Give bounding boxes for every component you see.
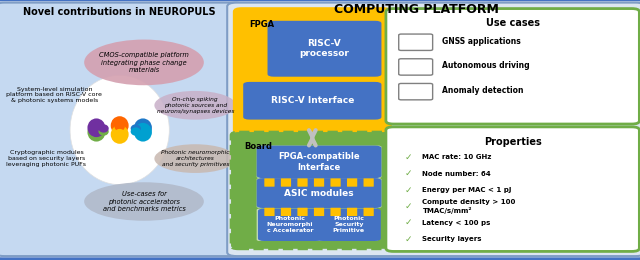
Ellipse shape <box>115 129 125 137</box>
Ellipse shape <box>88 123 106 142</box>
Ellipse shape <box>111 125 129 144</box>
FancyBboxPatch shape <box>347 178 357 187</box>
Text: Anomaly detection: Anomaly detection <box>442 86 523 95</box>
Text: COMPUTING PLATFORM: COMPUTING PLATFORM <box>333 3 499 16</box>
Ellipse shape <box>84 40 204 85</box>
FancyBboxPatch shape <box>264 178 275 187</box>
FancyBboxPatch shape <box>330 208 340 216</box>
Text: ✓: ✓ <box>405 218 413 227</box>
Text: Board: Board <box>244 142 272 151</box>
FancyBboxPatch shape <box>234 9 390 133</box>
Text: Photonic
Security
Primitive: Photonic Security Primitive <box>333 217 365 233</box>
Ellipse shape <box>70 75 169 185</box>
FancyBboxPatch shape <box>257 178 381 208</box>
Text: Novel contributions in NEUROPULS: Novel contributions in NEUROPULS <box>24 7 216 17</box>
FancyBboxPatch shape <box>386 127 639 251</box>
FancyBboxPatch shape <box>264 208 275 216</box>
Ellipse shape <box>99 124 109 133</box>
FancyBboxPatch shape <box>281 208 291 216</box>
Ellipse shape <box>154 144 236 173</box>
Ellipse shape <box>134 118 152 137</box>
FancyBboxPatch shape <box>258 209 322 241</box>
FancyBboxPatch shape <box>281 178 291 187</box>
FancyBboxPatch shape <box>314 178 324 187</box>
FancyBboxPatch shape <box>257 146 381 178</box>
Ellipse shape <box>134 123 152 142</box>
FancyBboxPatch shape <box>399 59 433 75</box>
FancyBboxPatch shape <box>364 208 374 216</box>
Text: RISC-V Interface: RISC-V Interface <box>271 96 354 105</box>
Text: ✓: ✓ <box>405 169 413 178</box>
Text: Properties: Properties <box>484 137 541 147</box>
FancyBboxPatch shape <box>330 178 340 187</box>
Text: Photonic
Neuromorphi
c Accelerator: Photonic Neuromorphi c Accelerator <box>267 217 313 233</box>
Text: Photonic neuromorphic
architectures
and security primitives: Photonic neuromorphic architectures and … <box>161 150 230 167</box>
Text: On-chip spiking
photonic sources and
neurons/synapses devices: On-chip spiking photonic sources and neu… <box>157 97 234 114</box>
Text: ✓: ✓ <box>405 202 413 211</box>
Ellipse shape <box>88 118 106 137</box>
FancyBboxPatch shape <box>268 21 381 77</box>
Ellipse shape <box>84 182 204 221</box>
Text: Compute density > 100
TMAC/s/mm²: Compute density > 100 TMAC/s/mm² <box>422 199 516 213</box>
FancyBboxPatch shape <box>314 208 324 216</box>
Text: Latency < 100 ps: Latency < 100 ps <box>422 220 491 226</box>
FancyBboxPatch shape <box>298 208 308 216</box>
Ellipse shape <box>111 116 129 135</box>
FancyBboxPatch shape <box>386 9 639 124</box>
FancyBboxPatch shape <box>364 178 374 187</box>
Text: ASIC modules: ASIC modules <box>284 188 354 198</box>
Text: Energy per MAC < 1 pJ: Energy per MAC < 1 pJ <box>422 187 512 193</box>
FancyBboxPatch shape <box>257 209 378 241</box>
Text: FPGA: FPGA <box>250 20 275 29</box>
Text: ✓: ✓ <box>405 186 413 194</box>
Ellipse shape <box>115 123 125 131</box>
FancyBboxPatch shape <box>257 146 381 178</box>
Text: ✓: ✓ <box>405 235 413 244</box>
Text: Use cases: Use cases <box>486 18 540 28</box>
FancyBboxPatch shape <box>231 132 394 249</box>
FancyBboxPatch shape <box>298 178 308 187</box>
Text: Security layers: Security layers <box>422 236 482 242</box>
Text: ✓: ✓ <box>405 153 413 162</box>
FancyBboxPatch shape <box>399 83 433 100</box>
FancyBboxPatch shape <box>257 178 381 208</box>
FancyBboxPatch shape <box>317 209 381 241</box>
Text: Cryptographic modules
based on security layers
leveraging photonic PUFs: Cryptographic modules based on security … <box>6 150 86 167</box>
Ellipse shape <box>131 124 141 133</box>
Text: Autonomous driving: Autonomous driving <box>442 61 529 70</box>
Ellipse shape <box>99 127 109 136</box>
Text: CMOS-compatible platform
integrating phase change
materials: CMOS-compatible platform integrating pha… <box>99 52 189 73</box>
Text: GNSS applications: GNSS applications <box>442 37 520 46</box>
Text: FPGA-compatible
Interface: FPGA-compatible Interface <box>278 152 360 172</box>
Text: RISC-V
processor: RISC-V processor <box>300 39 349 58</box>
Text: MAC rate: 10 GHz: MAC rate: 10 GHz <box>422 154 492 160</box>
FancyBboxPatch shape <box>243 82 381 120</box>
FancyBboxPatch shape <box>399 34 433 50</box>
Text: System-level simulation
platform based on RISC-V core
& photonic systems models: System-level simulation platform based o… <box>6 87 102 103</box>
Text: Use-cases for
photonic accelerators
and benchmarks metrics: Use-cases for photonic accelerators and … <box>102 191 186 212</box>
FancyBboxPatch shape <box>0 3 244 256</box>
Ellipse shape <box>154 91 236 120</box>
Text: Node number: 64: Node number: 64 <box>422 171 491 177</box>
FancyBboxPatch shape <box>347 208 357 216</box>
FancyBboxPatch shape <box>227 3 640 256</box>
Ellipse shape <box>131 127 141 136</box>
